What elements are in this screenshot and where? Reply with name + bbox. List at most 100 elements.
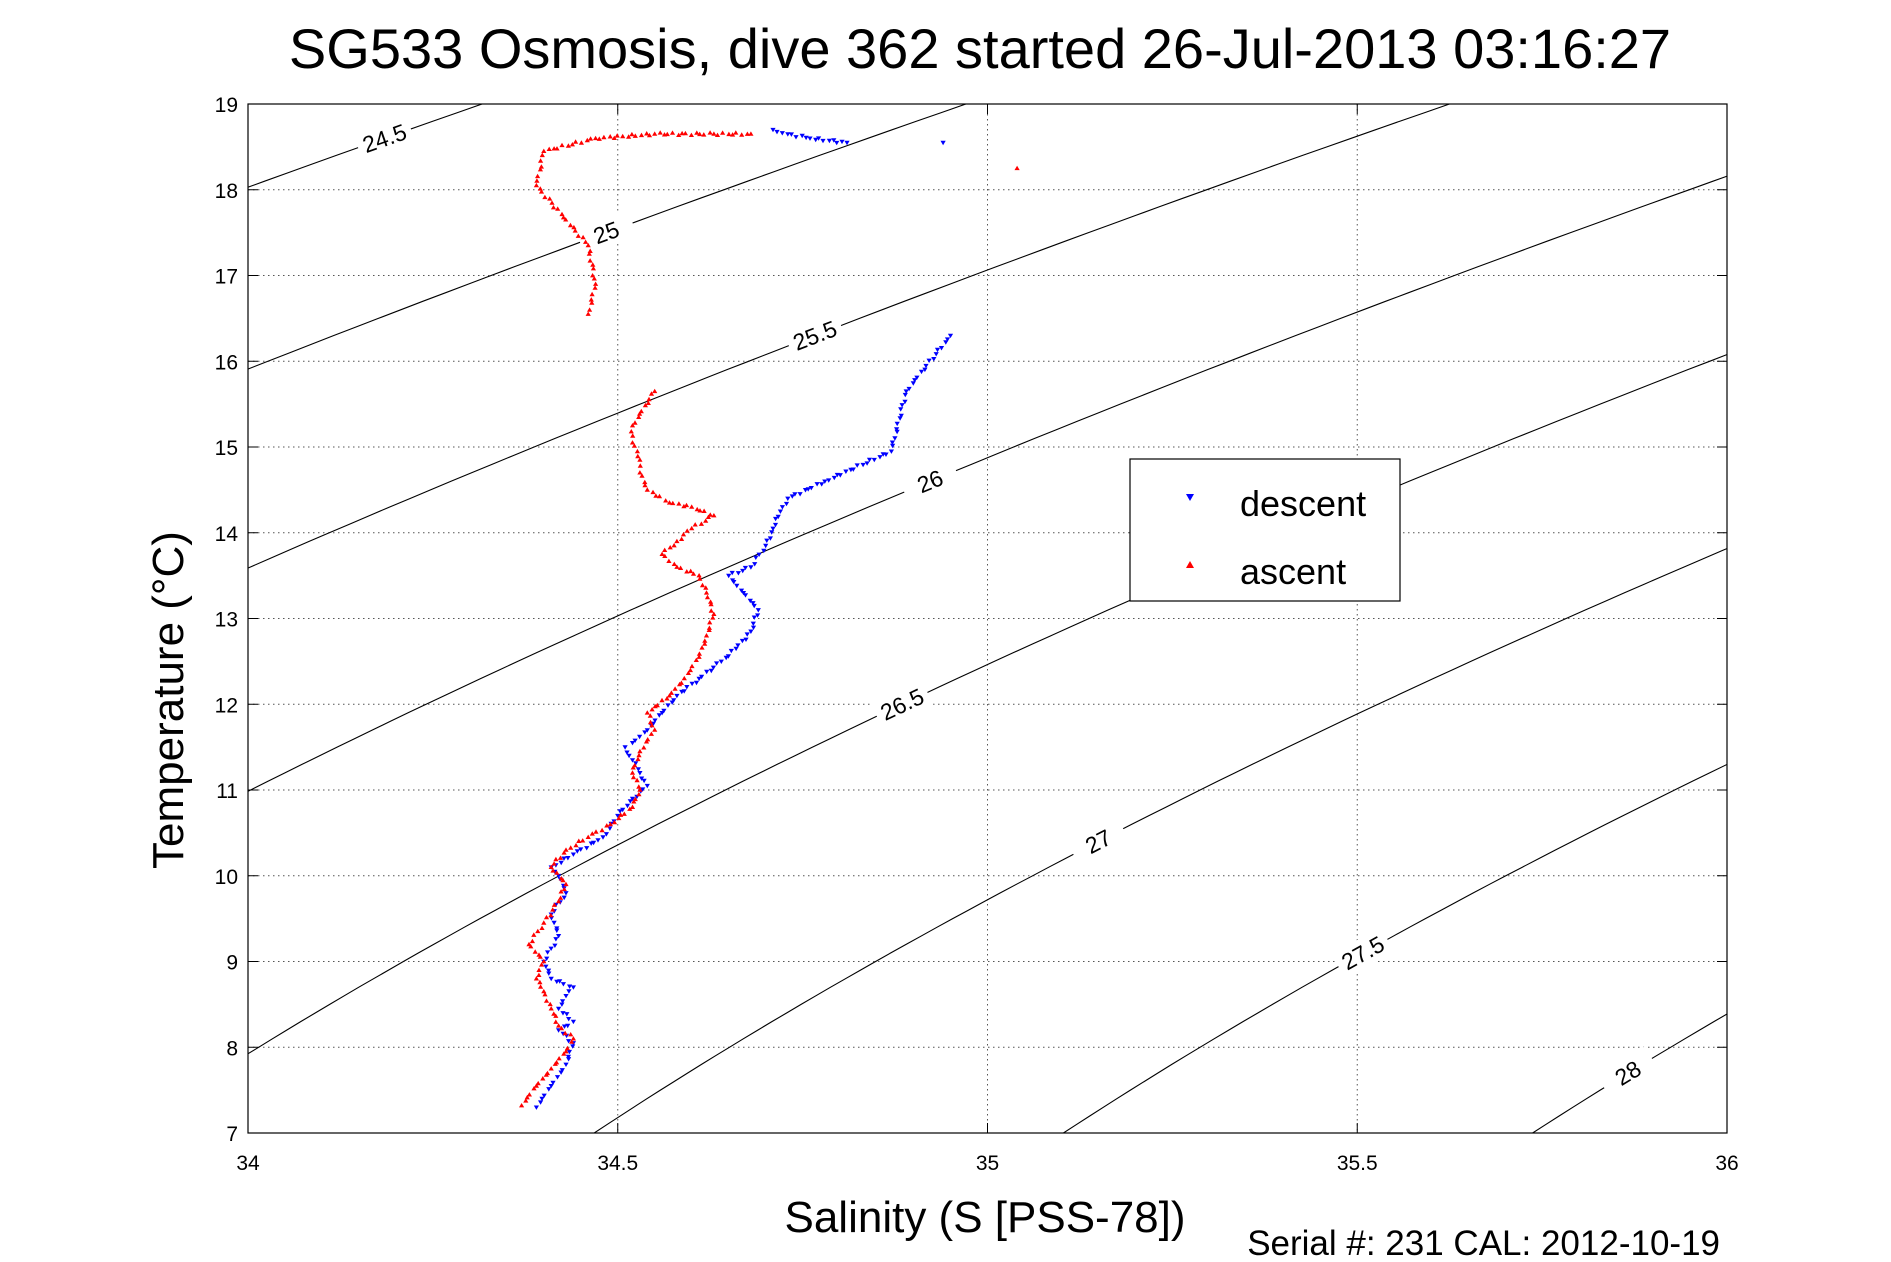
data-point-descent	[888, 449, 894, 454]
data-point-ascent	[554, 146, 560, 151]
data-point-descent	[726, 573, 732, 579]
data-point-ascent	[676, 501, 682, 506]
data-point-descent	[912, 378, 918, 383]
data-point-ascent	[678, 680, 684, 685]
data-point-ascent	[551, 1011, 557, 1016]
data-point-ascent	[629, 131, 635, 137]
data-point-descent	[730, 578, 736, 583]
data-point-ascent	[587, 307, 593, 312]
data-point-descent	[538, 1100, 544, 1105]
data-point-descent	[814, 482, 820, 487]
data-point-ascent	[663, 498, 669, 503]
data-point-descent	[708, 668, 714, 674]
data-point-ascent	[555, 206, 561, 211]
data-point-ascent	[696, 654, 702, 659]
data-point-ascent	[548, 864, 554, 869]
data-point-ascent	[649, 723, 655, 728]
data-point-descent	[943, 340, 949, 345]
data-point-descent	[545, 950, 551, 955]
data-point-descent	[831, 138, 837, 143]
data-point-ascent	[648, 731, 654, 736]
data-point-descent	[906, 386, 912, 392]
data-point-ascent	[611, 135, 617, 140]
y-tick-label: 8	[226, 1037, 238, 1060]
data-point-ascent	[546, 146, 552, 151]
data-point-ascent	[646, 396, 652, 402]
data-point-descent	[755, 613, 761, 618]
y-tick-label: 12	[215, 694, 238, 717]
contour-label-background	[870, 679, 934, 729]
density-contour-line	[248, 104, 967, 370]
data-point-ascent	[554, 870, 560, 875]
density-contour-line	[248, 104, 1450, 569]
data-point-descent	[563, 994, 569, 999]
data-point-ascent	[568, 1032, 574, 1037]
data-point-ascent	[681, 503, 687, 509]
data-point-descent	[864, 461, 870, 466]
x-tick-label: 36	[1715, 1152, 1738, 1175]
data-point-descent	[622, 745, 628, 750]
data-point-ascent	[666, 500, 673, 505]
contour-label-background	[575, 209, 638, 256]
data-point-ascent	[647, 713, 653, 718]
data-point-ascent	[636, 791, 642, 797]
data-point-ascent	[576, 838, 582, 843]
data-point-descent	[560, 982, 566, 987]
data-point-descent	[543, 964, 549, 969]
data-point-descent	[755, 608, 761, 613]
data-point-ascent	[538, 189, 545, 194]
data-point-descent	[940, 140, 946, 146]
data-point-descent	[843, 469, 849, 474]
data-point-ascent	[703, 518, 709, 523]
data-point-ascent	[639, 473, 645, 478]
data-point-ascent	[556, 1023, 562, 1028]
data-point-descent	[550, 1080, 556, 1086]
data-point-descent	[725, 654, 731, 659]
data-point-descent	[844, 140, 850, 146]
data-point-ascent	[535, 928, 541, 934]
data-point-descent	[710, 665, 716, 670]
data-point-ascent	[590, 273, 596, 278]
y-tick-label: 15	[215, 437, 238, 460]
data-point-ascent	[637, 787, 643, 792]
data-point-ascent	[644, 710, 650, 715]
data-point-ascent	[550, 868, 556, 873]
contour-label-background	[1596, 1046, 1660, 1100]
data-point-ascent	[689, 663, 695, 669]
contour-label-background	[1066, 816, 1130, 867]
data-point-ascent	[702, 638, 708, 643]
data-point-ascent	[526, 1092, 532, 1097]
data-point-descent	[914, 375, 920, 380]
data-point-ascent	[539, 152, 545, 158]
data-point-ascent	[538, 158, 544, 163]
data-point-ascent	[558, 889, 564, 894]
data-point-ascent	[689, 504, 695, 509]
data-point-ascent	[652, 131, 658, 136]
data-point-descent	[548, 946, 554, 951]
data-point-ascent	[556, 1056, 562, 1061]
data-point-ascent	[575, 233, 581, 238]
density-contour-line	[248, 353, 1727, 1055]
data-point-descent	[554, 1075, 561, 1080]
legend: descent ascent	[1129, 458, 1401, 602]
data-point-descent	[561, 1024, 568, 1029]
data-point-descent	[615, 813, 621, 819]
data-point-ascent	[666, 558, 672, 563]
data-point-descent	[813, 137, 819, 143]
data-point-ascent	[698, 521, 704, 526]
y-tick-label: 11	[216, 780, 238, 803]
data-point-ascent	[571, 224, 577, 230]
data-point-ascent	[688, 132, 694, 137]
data-point-ascent	[628, 429, 634, 434]
data-point-descent	[558, 860, 564, 866]
data-point-descent	[735, 643, 741, 648]
data-point-ascent	[533, 976, 539, 981]
data-point-descent	[902, 392, 908, 398]
data-point-descent	[748, 565, 754, 570]
data-point-ascent	[537, 167, 543, 172]
data-point-descent	[565, 856, 571, 861]
data-point-ascent	[668, 690, 674, 695]
